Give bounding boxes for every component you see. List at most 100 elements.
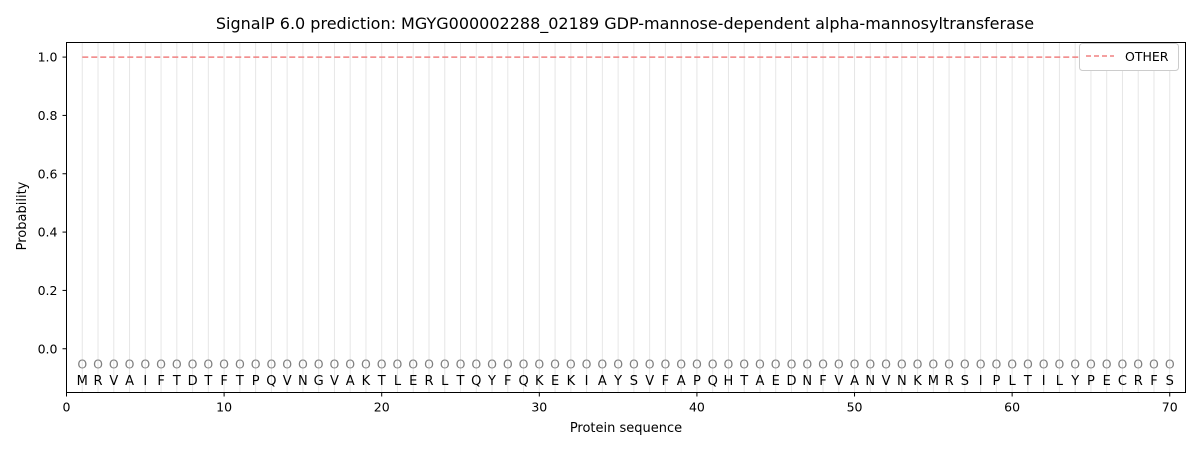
residue-label: T	[203, 374, 212, 389]
state-label: O	[787, 356, 797, 371]
legend-label-other: OTHER	[1125, 49, 1169, 64]
grid-lines	[81, 42, 1171, 393]
state-label: O	[1086, 356, 1096, 371]
x-axis-label: Protein sequence	[570, 421, 682, 436]
residue-label: V	[330, 374, 339, 389]
y-tick-label: 0.6	[38, 166, 58, 181]
residue-label: K	[567, 374, 576, 389]
state-label: O	[897, 356, 907, 371]
state-label: O	[503, 356, 513, 371]
state-label: O	[1102, 356, 1112, 371]
residue-label: C	[1118, 374, 1127, 389]
state-label: O	[188, 356, 198, 371]
residue-label: V	[882, 374, 891, 389]
residue-label: N	[298, 374, 308, 389]
residue-label: A	[756, 374, 765, 389]
state-label: O	[1149, 356, 1159, 371]
state-label: O	[1133, 356, 1143, 371]
y-tick-label: 0.8	[38, 108, 58, 123]
residue-label: L	[1056, 374, 1064, 389]
state-label: O	[109, 356, 119, 371]
y-tick-label: 1.0	[38, 50, 58, 65]
state-label: O	[282, 356, 292, 371]
state-label: O	[534, 356, 544, 371]
residue-label: F	[662, 374, 669, 389]
state-label: O	[850, 356, 860, 371]
residue-label: F	[157, 374, 164, 389]
state-label: O	[1118, 356, 1128, 371]
state-label: O	[408, 356, 418, 371]
residue-label: L	[1009, 374, 1017, 389]
state-label: O	[881, 356, 891, 371]
residue-label: V	[645, 374, 654, 389]
x-tick-label: 30	[531, 400, 547, 415]
state-label: O	[944, 356, 954, 371]
state-label: O	[219, 356, 229, 371]
residue-label: P	[992, 374, 1000, 389]
state-label: O	[156, 356, 166, 371]
residue-label: F	[220, 374, 227, 389]
state-label: O	[991, 356, 1001, 371]
state-label: O	[708, 356, 718, 371]
state-label: O	[330, 356, 340, 371]
residue-label: E	[551, 374, 559, 389]
residue-label: S	[961, 374, 969, 389]
state-label: O	[1039, 356, 1049, 371]
residue-label: A	[850, 374, 859, 389]
state-label: O	[235, 356, 245, 371]
state-label: O	[377, 356, 387, 371]
state-label: O	[976, 356, 986, 371]
residue-label: I	[143, 374, 147, 389]
residue-label: S	[1166, 374, 1174, 389]
residue-label: Y	[613, 374, 622, 389]
residue-label: A	[346, 374, 355, 389]
x-tick-label: 20	[374, 400, 390, 415]
residue-label: E	[1103, 374, 1111, 389]
residue-label: Q	[471, 374, 481, 389]
state-label: O	[834, 356, 844, 371]
residue-label: T	[1023, 374, 1032, 389]
legend-box	[1079, 43, 1179, 71]
residue-label: T	[235, 374, 244, 389]
residue-label: P	[1087, 374, 1095, 389]
x-tick-label: 40	[689, 400, 705, 415]
state-label: O	[550, 356, 560, 371]
state-label: O	[314, 356, 324, 371]
state-label: O	[771, 356, 781, 371]
state-label: O	[660, 356, 670, 371]
residue-label: D	[188, 374, 198, 389]
residue-label: M	[77, 374, 88, 389]
legend: OTHER	[1079, 43, 1179, 71]
state-label: O	[755, 356, 765, 371]
residue-label: E	[772, 374, 780, 389]
residue-label: P	[693, 374, 701, 389]
state-label: O	[582, 356, 592, 371]
residue-label: I	[979, 374, 983, 389]
state-label: O	[566, 356, 576, 371]
residue-label: F	[1150, 374, 1157, 389]
state-label: O	[865, 356, 875, 371]
state-label: O	[960, 356, 970, 371]
residue-label: K	[913, 374, 922, 389]
state-label: O	[724, 356, 734, 371]
residue-label: Q	[266, 374, 276, 389]
residue-label: R	[424, 374, 433, 389]
chart-title: SignalP 6.0 prediction: MGYG000002288_02…	[216, 14, 1034, 34]
state-label: O	[251, 356, 261, 371]
residue-label: Y	[1070, 374, 1079, 389]
residue-label: K	[362, 374, 371, 389]
y-axis-ticks: 0.0 0.2 0.4 0.6 0.8 1.0	[38, 50, 67, 356]
state-label: O	[629, 356, 639, 371]
state-label: O	[140, 356, 150, 371]
state-label: O	[424, 356, 434, 371]
x-tick-label: 0	[63, 400, 71, 415]
residue-label: N	[802, 374, 812, 389]
residue-label: I	[1042, 374, 1046, 389]
residue-label: K	[535, 374, 544, 389]
state-label: O	[77, 356, 87, 371]
residue-label: G	[314, 374, 324, 389]
residue-label: N	[865, 374, 875, 389]
residue-label: S	[630, 374, 638, 389]
